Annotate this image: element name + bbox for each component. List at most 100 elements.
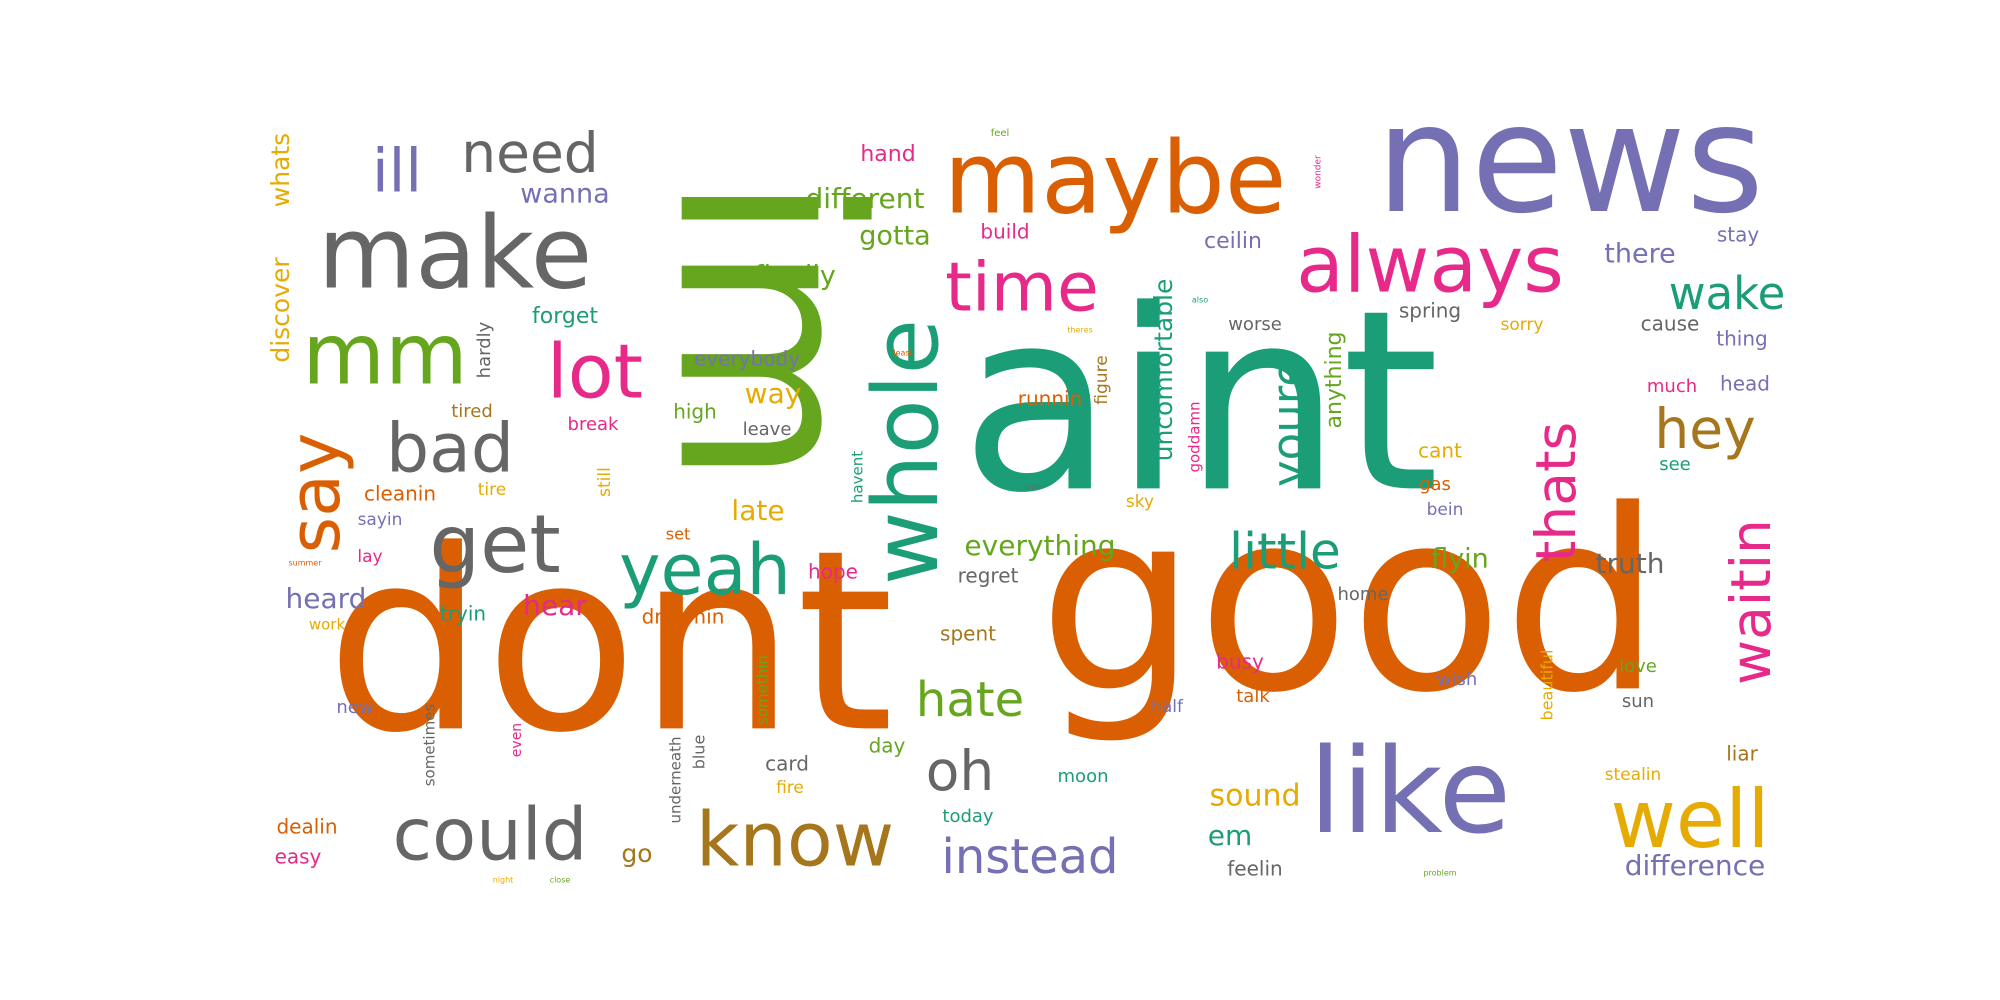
word-love: love [1619, 656, 1657, 677]
word-talk: talk [1236, 686, 1270, 707]
word-go: go [621, 839, 652, 868]
word-whats: whats [266, 133, 295, 207]
word-flyin: flyin [1431, 544, 1489, 575]
word-busy: busy [1216, 650, 1264, 674]
word-sky: sky [1126, 492, 1154, 512]
word-spring: spring [1399, 299, 1461, 323]
word-spent: spent [940, 622, 996, 646]
word-high: high [673, 400, 717, 424]
word-hey: hey [1654, 397, 1755, 461]
word-goddamn: goddamn [1186, 401, 1204, 472]
word-work: work [309, 616, 346, 634]
word-close: close [550, 876, 571, 885]
word-wake: wake [1669, 267, 1786, 320]
word-beautiful: beautiful [1538, 650, 1557, 721]
word-hardly: hardly [474, 321, 495, 378]
word-card: card [765, 752, 809, 776]
word-cleanin: cleanin [364, 482, 436, 506]
word-also: also [1192, 296, 1208, 305]
word-whole: whole [854, 319, 959, 585]
word-gotta: gotta [859, 221, 930, 252]
word-like: like [1309, 722, 1511, 860]
word-least: least [893, 349, 912, 358]
word-dealin: dealin [276, 815, 337, 839]
word-liar: liar [1726, 742, 1758, 766]
word-everybody: everybody [694, 347, 800, 371]
word-blue: blue [690, 735, 709, 770]
word-instead: instead [942, 829, 1119, 885]
word-anything: anything [1322, 331, 1347, 428]
word-uncomfortable: uncomfortable [1149, 279, 1178, 462]
word-day: day [869, 734, 906, 758]
word-bein: bein [1427, 500, 1464, 520]
word-sometimes: sometimes [421, 704, 439, 787]
word-thats: thats [1524, 422, 1588, 562]
word-little: little [1229, 523, 1341, 581]
word-truth: truth [1596, 547, 1665, 580]
word-well: well [1610, 773, 1769, 866]
word-say: say [274, 433, 356, 554]
word-tryin: tryin [440, 602, 486, 626]
word-regret: regret [958, 564, 1019, 588]
word-sorry: sorry [1501, 315, 1544, 335]
word-half: half [1151, 697, 1184, 717]
word-could: could [393, 793, 588, 877]
word-hand: hand [860, 142, 915, 167]
word-way: way [745, 377, 802, 410]
word-there: there [1604, 239, 1675, 270]
word-hope: hope [808, 560, 858, 584]
word-youre: youre [1262, 359, 1315, 487]
word-see: see [1659, 454, 1691, 475]
word-need: need [461, 121, 598, 185]
word-figure: figure [1092, 355, 1112, 404]
word-tire: tire [478, 480, 506, 500]
word-easy: easy [275, 845, 322, 869]
word-always: always [1296, 220, 1564, 310]
word-heard: heard [286, 582, 367, 615]
word-leave: leave [743, 419, 792, 440]
word-much: much [1647, 376, 1697, 397]
word-lay: lay [357, 547, 382, 567]
word-dont: dont [326, 496, 894, 787]
word-em: em [1208, 819, 1253, 852]
word-havent: havent [849, 451, 867, 503]
word-know: know [696, 796, 894, 884]
word-thing: thing [1716, 327, 1767, 351]
word-sun: sun [1622, 691, 1654, 712]
word-maybe: maybe [944, 119, 1287, 236]
word-news: news [1376, 73, 1764, 247]
word-stay: stay [1717, 223, 1760, 247]
word-tired: tired [451, 401, 493, 422]
word-night: night [493, 876, 514, 885]
word-different: different [806, 182, 925, 215]
word-bad: bad [386, 410, 514, 489]
word-finally: finally [754, 261, 836, 292]
word-mm: mm [302, 305, 468, 404]
word-moon: moon [1058, 766, 1109, 787]
word-build: build [980, 220, 1029, 244]
word-cause: cause [1641, 312, 1700, 336]
word-cant: cant [1418, 439, 1462, 463]
word-somethin: somethin [754, 655, 772, 725]
word-good: good [1038, 456, 1661, 747]
word-break: break [568, 414, 620, 435]
word-feelin: feelin [1227, 857, 1282, 881]
word-side: side [1025, 483, 1041, 492]
word-difference: difference [1625, 849, 1766, 882]
word-fire: fire [776, 778, 804, 798]
word-feel: feel [991, 128, 1010, 139]
word-waitin: waitin [1719, 519, 1783, 685]
word-underneath: underneath [667, 737, 685, 824]
word-get: get [429, 498, 560, 591]
word-problem: problem [1423, 869, 1456, 878]
word-still: still [595, 467, 615, 497]
word-im: im [623, 174, 914, 487]
word-sayin: sayin [358, 510, 403, 530]
word-ceilin: ceilin [1204, 229, 1262, 254]
word-yeah: yeah [619, 529, 791, 611]
word-wish: wish [1437, 669, 1478, 690]
word-hear: hear [523, 589, 587, 622]
word-sound: sound [1209, 779, 1300, 814]
word-oh: oh [926, 739, 995, 803]
